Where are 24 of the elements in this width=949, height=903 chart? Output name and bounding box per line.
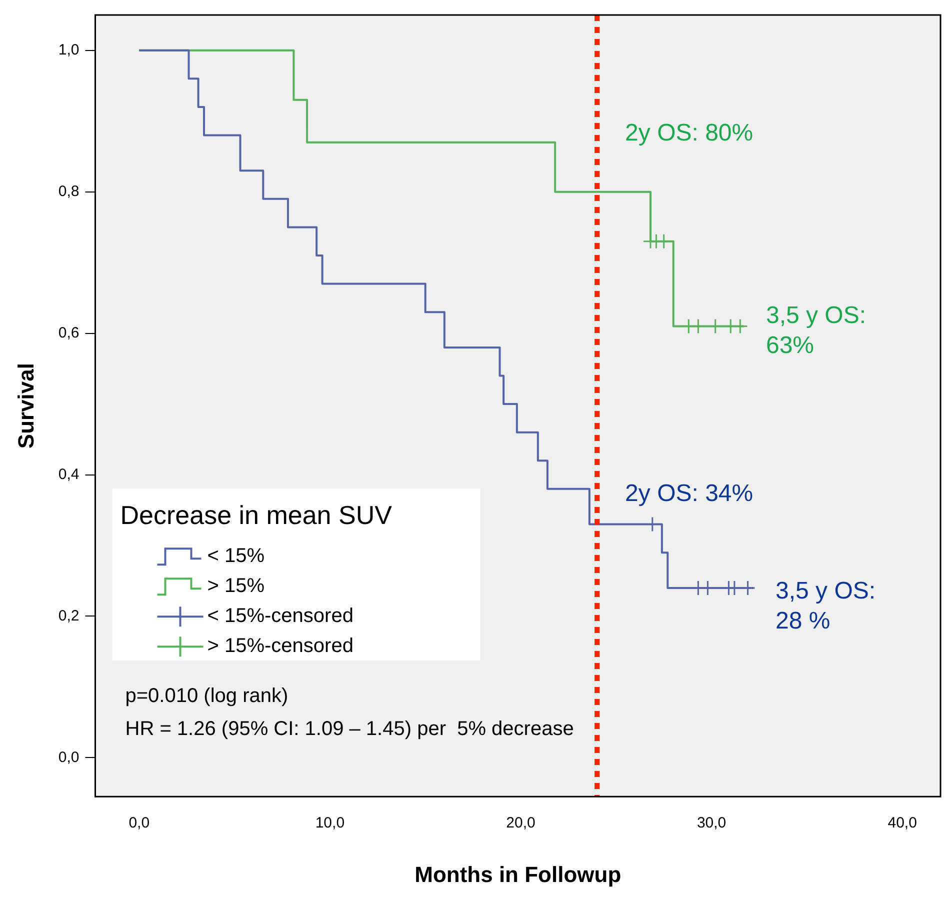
y-tick-label: 1,0 xyxy=(58,42,80,59)
x-tick-label: 0,0 xyxy=(128,814,150,832)
y-tick-label: 0,2 xyxy=(58,607,80,624)
legend-label: < 15%-censored xyxy=(207,605,354,628)
x-tick-label: 30,0 xyxy=(696,814,726,832)
y-tick-label: 0,4 xyxy=(58,466,80,483)
annotation: 2y OS: 80% xyxy=(625,119,754,146)
x-tick-label: 20,0 xyxy=(506,814,536,832)
y-axis-title: Survival xyxy=(13,362,38,449)
legend-label: < 15% xyxy=(207,545,265,568)
legend-title: Decrease in mean SUV xyxy=(120,500,393,530)
annotation: 2y OS: 34% xyxy=(625,480,754,507)
legend-label: > 15% xyxy=(207,575,265,598)
y-tick-label: 0,0 xyxy=(58,748,80,766)
x-axis-title: Months in Followup xyxy=(414,862,622,887)
y-tick-label: 0,8 xyxy=(58,182,80,200)
annotation: 3,5 y OS: 63% xyxy=(766,302,866,359)
x-tick-label: 40,0 xyxy=(888,814,917,832)
legend-label: > 15%-censored xyxy=(207,635,354,658)
annotation: p=0.010 (log rank) xyxy=(125,685,288,708)
annotation: 3,5 y OS: 28 % xyxy=(776,578,876,635)
y-tick-label: 0,6 xyxy=(58,324,80,342)
annotation: HR = 1.26 (95% CI: 1.09 – 1.45) per 5% decrease xyxy=(125,718,574,740)
x-tick-label: 10,0 xyxy=(315,814,345,832)
